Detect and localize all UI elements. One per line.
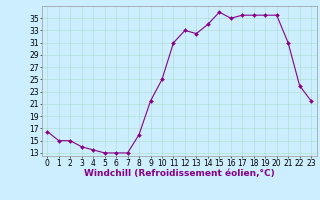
X-axis label: Windchill (Refroidissement éolien,°C): Windchill (Refroidissement éolien,°C) xyxy=(84,169,275,178)
